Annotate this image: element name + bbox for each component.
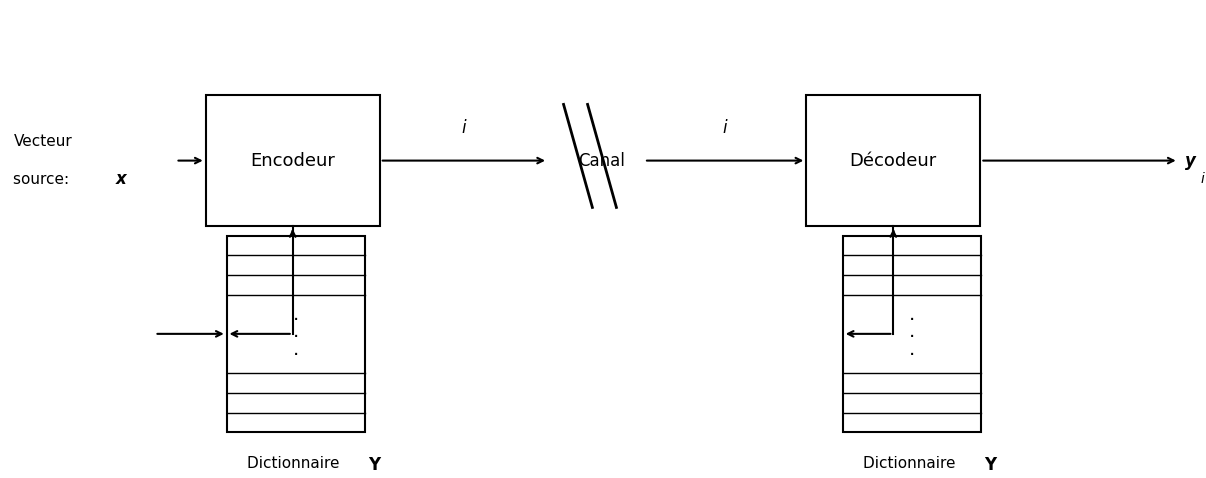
Text: ·: · bbox=[293, 311, 299, 330]
FancyBboxPatch shape bbox=[227, 236, 364, 432]
Text: ·: · bbox=[293, 328, 299, 348]
Text: Y: Y bbox=[984, 456, 996, 474]
Text: i: i bbox=[1200, 173, 1204, 186]
FancyBboxPatch shape bbox=[843, 236, 980, 432]
Text: x: x bbox=[116, 170, 127, 188]
Text: Encodeur: Encodeur bbox=[251, 152, 335, 170]
Text: Canal: Canal bbox=[579, 152, 626, 170]
Text: Dictionnaire: Dictionnaire bbox=[863, 456, 961, 471]
Text: i: i bbox=[462, 119, 467, 137]
Text: ·: · bbox=[909, 311, 915, 330]
Text: ·: · bbox=[909, 328, 915, 348]
Text: source:: source: bbox=[13, 172, 75, 187]
Text: ·: · bbox=[293, 346, 299, 365]
Text: Y: Y bbox=[368, 456, 380, 474]
Text: Vecteur: Vecteur bbox=[13, 134, 72, 149]
Text: i: i bbox=[722, 119, 727, 137]
FancyBboxPatch shape bbox=[806, 95, 980, 226]
Text: Dictionnaire: Dictionnaire bbox=[247, 456, 345, 471]
FancyBboxPatch shape bbox=[205, 95, 380, 226]
Text: y: y bbox=[1184, 152, 1195, 170]
Text: Décodeur: Décodeur bbox=[850, 152, 937, 170]
Text: ·: · bbox=[909, 346, 915, 365]
